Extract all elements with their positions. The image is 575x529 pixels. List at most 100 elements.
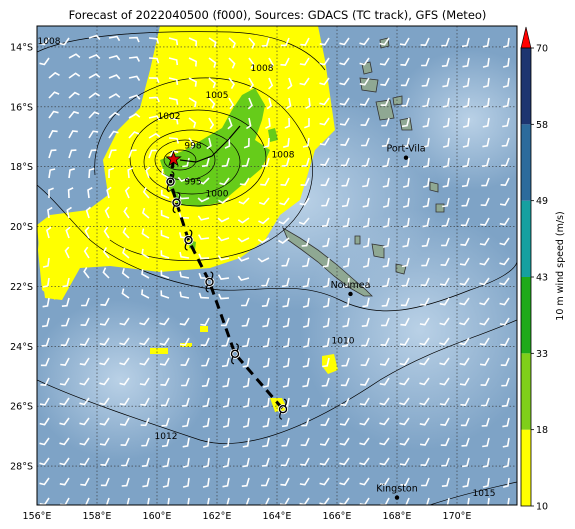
wind-barb-icon <box>261 457 270 467</box>
wind-barb-icon <box>85 206 92 219</box>
wind-barb-icon <box>67 187 74 199</box>
vanuatu-island <box>435 203 445 213</box>
wind-barb-icon <box>460 397 470 407</box>
wind-barb-icon <box>302 277 310 288</box>
wind-barb-icon <box>339 37 350 46</box>
wind-barb-icon <box>480 377 490 387</box>
wind-barb-icon <box>148 115 161 121</box>
wind-barb-icon <box>362 277 370 288</box>
wind-barb-icon <box>399 397 410 406</box>
wind-barb-icon <box>160 397 170 407</box>
wind-barb-icon <box>320 177 330 187</box>
isobar-line <box>94 77 313 261</box>
wind-barb-icon <box>202 457 210 468</box>
wind-barb-icon <box>168 137 180 144</box>
wind-barb-icon <box>88 92 101 99</box>
wind-barb-icon <box>64 246 70 259</box>
wind-barb-icon <box>507 497 510 505</box>
wind-barb-icon <box>282 297 290 308</box>
wind-barb-icon <box>148 57 160 64</box>
wind-barb-icon <box>362 197 370 208</box>
wind-barb-icon <box>402 197 410 208</box>
wind-barb-icon <box>319 477 330 486</box>
wind-barb-icon <box>99 317 110 326</box>
wind-barb-icon <box>339 57 350 66</box>
wind-barb-icon <box>59 437 70 446</box>
wind-barb-icon <box>361 337 370 347</box>
colorbar-segment <box>521 200 531 277</box>
wind-barb-icon <box>221 357 230 368</box>
wind-barb-icon <box>181 377 190 387</box>
wind-barb-icon <box>242 457 250 468</box>
wind-barb-icon <box>179 291 190 299</box>
wind-barb-icon <box>379 357 390 366</box>
wind-barb-icon <box>321 397 330 407</box>
tc-track <box>165 125 288 420</box>
wind-barb-icon <box>399 337 410 346</box>
wind-barb-icon <box>300 37 310 46</box>
lon-tick-label: 164°E <box>263 511 292 522</box>
wind-barb-icon <box>481 417 490 427</box>
wind-barb-icon <box>482 97 490 108</box>
colorbar-tick-label: 10 <box>536 502 548 513</box>
wind-barb-icon <box>208 37 217 48</box>
wind-barb-icon <box>446 497 450 505</box>
lat-tick-label: 26°S <box>10 402 33 413</box>
wind-barb-icon <box>481 397 490 407</box>
wind-barb-icon <box>379 417 390 426</box>
wind-barb-icon <box>280 37 290 47</box>
wind-barb-icon <box>382 257 390 268</box>
wind-barb-icon <box>221 337 230 347</box>
wind-barb-icon <box>241 297 250 307</box>
wind-barb-icon <box>168 77 179 85</box>
city-label: Kingston <box>376 484 417 495</box>
vanuatu-island <box>375 99 395 121</box>
wind-barb-icon <box>108 111 120 119</box>
wind-barb-icon <box>360 357 370 367</box>
track-position-icon <box>230 343 240 365</box>
wind-barb-icon <box>241 497 250 505</box>
vanuatu-island <box>371 243 385 259</box>
isobar-line <box>143 129 241 195</box>
wind-barb-icon <box>79 337 90 346</box>
lon-tick-label: 168°E <box>383 511 412 522</box>
wind-barb-icon <box>479 237 490 246</box>
wind-barb-icon <box>265 117 271 130</box>
wind-barb-icon <box>422 97 430 108</box>
wind-barb-icon <box>141 437 150 447</box>
wind-barb-icon <box>460 237 470 246</box>
wind-barb-icon <box>462 137 470 148</box>
colorbar-label: 10 m wind speed (m/s) <box>555 211 566 320</box>
wind-barb-icon <box>402 157 410 168</box>
wind-barb-icon <box>88 34 101 41</box>
wind-barb-icon <box>342 317 350 328</box>
wind-barb-icon <box>359 77 370 86</box>
wind-barb-icon <box>168 97 179 105</box>
track-history-line <box>179 125 241 163</box>
wind-barb-icon <box>380 97 390 107</box>
isobar-line <box>163 149 197 171</box>
wind-barb-icon <box>399 357 410 366</box>
wind-barb-icon <box>439 337 450 346</box>
wind-barb-icon <box>419 437 430 446</box>
wind-barb-icon <box>422 177 430 188</box>
track-position-icon <box>165 171 176 193</box>
wind-barb-icon <box>257 257 270 263</box>
isobar-line <box>37 184 517 312</box>
wind-barb-icon <box>441 237 450 247</box>
wind-barb-icon <box>301 237 310 247</box>
wind-barb-icon <box>322 277 330 288</box>
wind-barb-icon <box>40 377 50 386</box>
wind-barb-icon <box>182 477 190 488</box>
wind-barb-icon <box>502 117 510 128</box>
wind-barb-icon <box>339 117 350 126</box>
wind-barb-icon <box>342 257 350 268</box>
lon-tick-label: 166°E <box>323 511 352 522</box>
wind-barb-icon <box>322 317 330 328</box>
wind-barb-icon <box>247 97 253 110</box>
vanuatu-island <box>429 181 439 193</box>
wind-barb-icon <box>261 157 270 167</box>
wind-barb-icon <box>201 377 210 387</box>
wind-barb-icon <box>360 117 370 127</box>
wind-barb-icon <box>301 397 310 407</box>
